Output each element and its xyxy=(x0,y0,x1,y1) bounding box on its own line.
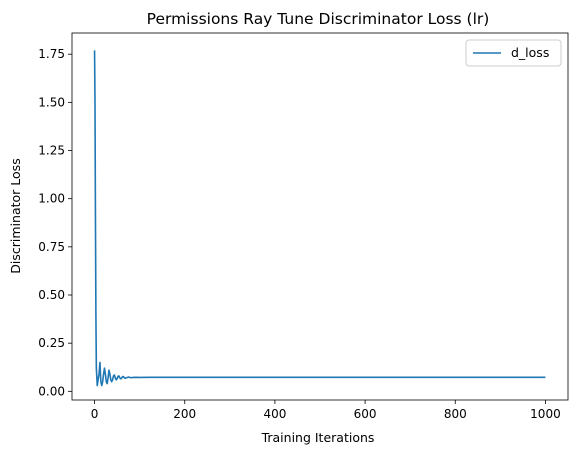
x-tick-label: 200 xyxy=(173,407,196,421)
plot-area xyxy=(71,32,569,401)
x-tick-label: 600 xyxy=(354,407,377,421)
x-tick-label: 0 xyxy=(91,407,99,421)
y-tick-label: 0.25 xyxy=(38,336,65,350)
y-tick-label: 1.75 xyxy=(38,47,65,61)
y-tick-label: 1.25 xyxy=(38,144,65,158)
legend-label: d_loss xyxy=(511,45,549,60)
y-tick-label: 1.00 xyxy=(38,192,65,206)
y-axis-label: Discriminator Loss xyxy=(8,158,23,273)
y-tick-label: 0.00 xyxy=(38,384,65,398)
x-axis-label: Training Iterations xyxy=(261,430,375,445)
x-axis: 0 200 400 600 800 1000 xyxy=(91,400,561,421)
x-tick-label: 800 xyxy=(444,407,467,421)
x-tick-label: 400 xyxy=(263,407,286,421)
series-line-d-loss xyxy=(93,50,546,387)
y-tick-label: 0.75 xyxy=(38,240,65,254)
y-tick-label: 0.50 xyxy=(38,288,65,302)
legend-box xyxy=(465,39,562,67)
x-tick-label: 1000 xyxy=(530,407,561,421)
chart-title: Permissions Ray Tune Discriminator Loss … xyxy=(147,10,490,28)
axes-frame xyxy=(71,32,569,401)
legend: d_loss xyxy=(465,39,562,67)
y-tick-label: 1.50 xyxy=(38,95,65,109)
y-axis: 0.00 0.25 0.50 0.75 1.00 1.25 1.50 1.75 xyxy=(38,47,72,398)
